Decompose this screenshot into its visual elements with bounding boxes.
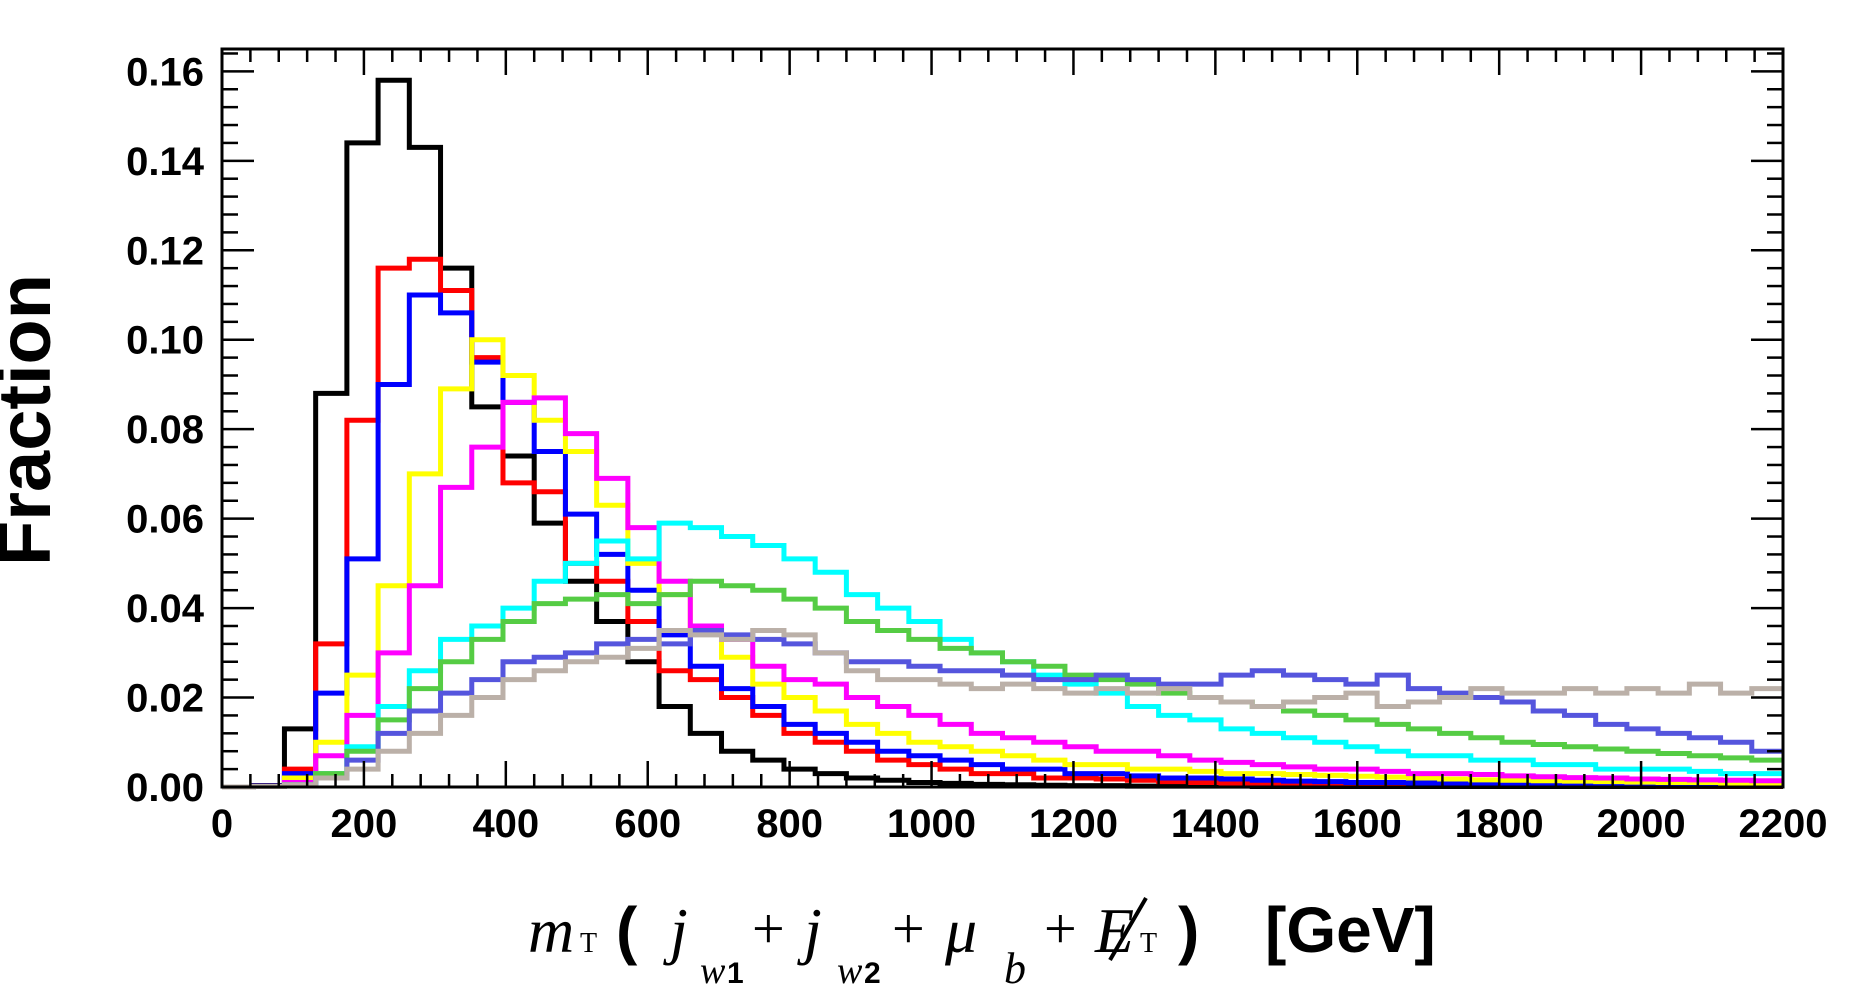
y-tick-label: 0.06 bbox=[126, 498, 204, 542]
x-label-w2-num: 2 bbox=[864, 957, 881, 990]
x-label-paren-close: ) bbox=[1178, 894, 1199, 966]
x-label-mu: μ bbox=[944, 895, 977, 966]
x-tick-label: 1400 bbox=[1171, 802, 1260, 846]
y-tick-label: 0.02 bbox=[126, 677, 204, 721]
x-label-unit: [GeV] bbox=[1265, 894, 1436, 966]
x-tick-label: 200 bbox=[331, 802, 398, 846]
met-slash bbox=[1108, 896, 1148, 962]
x-label-plus2: + bbox=[892, 896, 925, 961]
x-label-w2: w bbox=[837, 950, 863, 992]
x-tick-label: 1600 bbox=[1313, 802, 1402, 846]
x-label-j2: j bbox=[797, 895, 822, 966]
series-red bbox=[222, 256, 1783, 790]
x-label-T1: T bbox=[580, 928, 597, 959]
x-tick-label: 0 bbox=[211, 802, 233, 846]
x-axis-label: m T ( j w 1 + j w 2 + μ b + E T ) [GeV] bbox=[528, 894, 1436, 993]
series-cyan bbox=[222, 520, 1783, 790]
y-axis-label: Fraction bbox=[0, 274, 66, 566]
x-tick-label: 600 bbox=[614, 802, 681, 846]
x-label-plus1: + bbox=[752, 896, 785, 961]
series-layer bbox=[222, 77, 1783, 790]
x-label-T2: T bbox=[1140, 928, 1157, 959]
ticks-layer bbox=[220, 49, 1785, 789]
x-label-paren-open: ( bbox=[616, 894, 638, 966]
x-tick-label: 800 bbox=[756, 802, 823, 846]
tick-labels-layer: 0 200 400 600 800 1000 1200 1400 1600 1800 2000 220… bbox=[126, 50, 1827, 846]
x-label-b: b bbox=[1004, 944, 1026, 993]
x-tick-label: 2000 bbox=[1597, 802, 1686, 846]
series-yellow bbox=[222, 337, 1783, 790]
y-tick-label: 0.08 bbox=[126, 408, 204, 452]
series-green bbox=[222, 578, 1783, 790]
x-label-m: m bbox=[528, 895, 574, 966]
series-gray bbox=[222, 627, 1783, 790]
x-label-plus3: + bbox=[1044, 896, 1077, 961]
y-tick-label: 0.10 bbox=[126, 319, 204, 363]
y-tick-label: 0.00 bbox=[126, 766, 204, 810]
x-tick-label: 1800 bbox=[1455, 802, 1544, 846]
x-tick-label: 400 bbox=[472, 802, 539, 846]
x-label-j1: j bbox=[663, 895, 688, 966]
y-tick-label: 0.12 bbox=[126, 229, 204, 273]
series-magenta bbox=[222, 395, 1783, 790]
y-tick-label: 0.16 bbox=[126, 50, 204, 94]
y-tick-label: 0.04 bbox=[126, 587, 205, 631]
series-black bbox=[222, 77, 1783, 790]
series-slateblue bbox=[222, 627, 1783, 790]
x-tick-label: 2200 bbox=[1739, 802, 1828, 846]
x-label-w1: w bbox=[700, 950, 726, 992]
x-tick-label: 1000 bbox=[887, 802, 976, 846]
series-blue bbox=[222, 292, 1783, 790]
x-label-w1-num: 1 bbox=[727, 957, 744, 990]
y-tick-label: 0.14 bbox=[126, 140, 205, 184]
plot-frame bbox=[220, 47, 1785, 789]
x-tick-label: 1200 bbox=[1029, 802, 1118, 846]
